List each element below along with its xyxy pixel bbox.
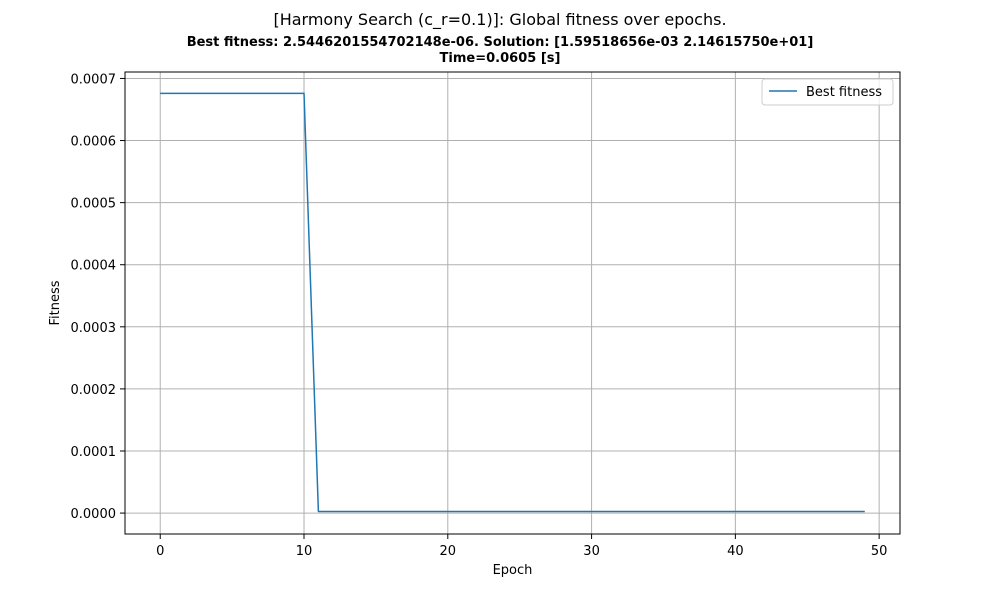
chart-title: [Harmony Search (c_r=0.1)]: Global fitne… [273,10,727,29]
legend: Best fitness [761,78,894,106]
y-tick-label: 0.0006 [71,135,117,150]
grid-lines [125,72,900,534]
x-tick-label: 10 [296,544,313,559]
x-axis-label: Epoch [493,563,533,578]
series-layer [160,92,865,513]
legend-box [761,78,894,106]
x-tick-label: 50 [871,544,888,559]
y-tick-label: 0.0004 [71,259,117,274]
x-tick-label: 0 [156,544,164,559]
y-tick-label: 0.0001 [71,445,117,460]
y-tick-label: 0.0005 [71,197,117,212]
legend-label-best-fitness: Best fitness [806,85,882,100]
y-tick-label: 0.0000 [71,507,117,522]
chart-subtitle-line2: Time=0.0605 [s] [439,51,561,66]
x-tick-label: 40 [727,544,744,559]
y-axis: 0.0000 0.0001 0.0002 0.0003 0.0004 0.0005 0.00… [71,72,125,522]
y-tick-label: 0.0003 [71,321,117,336]
x-tick-label: 20 [440,544,457,559]
chart-subtitle-line1: Best fitness: 2.5446201554702148e-06. So… [186,35,814,50]
plot-frame [124,71,901,535]
y-tick-label: 0.0002 [71,383,117,398]
series-line-best-fitness [160,92,865,513]
y-axis-label: Fitness [48,280,63,325]
y-tick-label: 0.0007 [71,72,117,87]
x-axis: 0 10 20 30 40 50 [156,534,887,559]
x-tick-label: 30 [583,544,600,559]
